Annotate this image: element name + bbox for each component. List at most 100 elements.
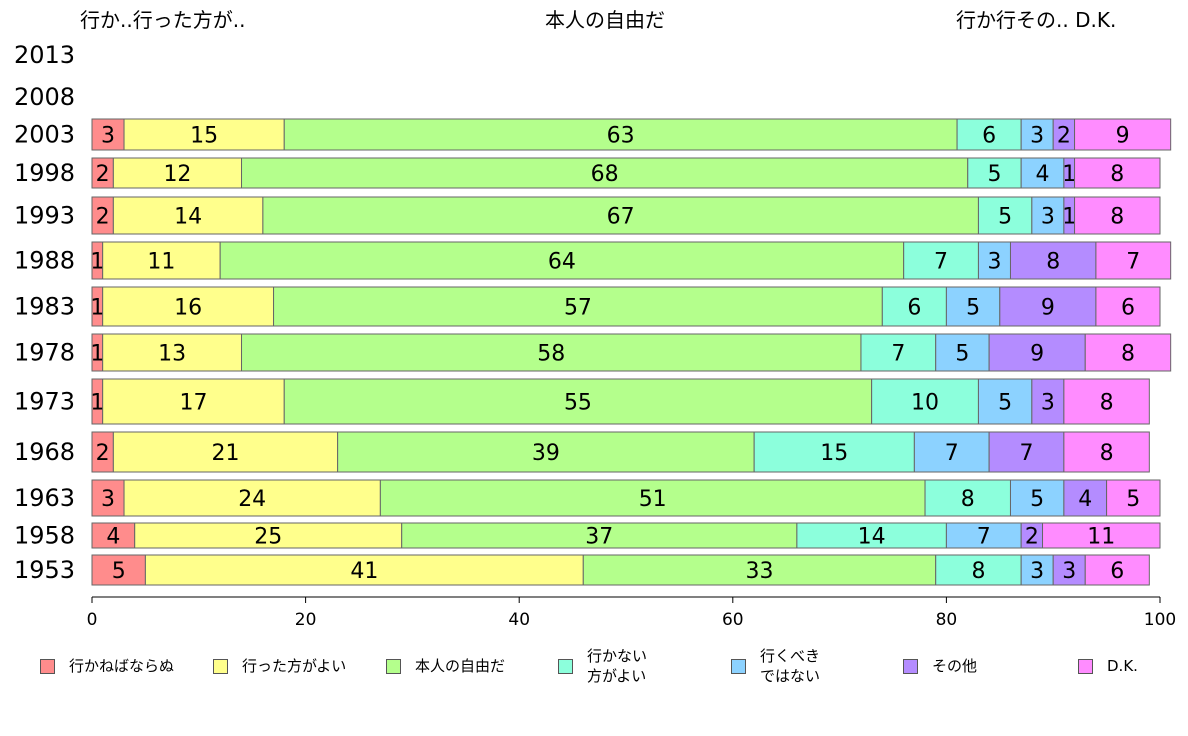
- bar-segment-6: [1031, 378, 1065, 425]
- legend-swatch: [386, 658, 401, 674]
- data-label: 11: [147, 250, 175, 275]
- data-label: 5: [112, 559, 126, 584]
- legend: 行かねばならぬ 行った方がよい 本人の自由だ 行かない 方がよい 行くべき ではない その…: [0, 646, 1188, 696]
- data-label: 7: [945, 441, 959, 466]
- bar-segment-5: [945, 286, 1001, 327]
- data-label: 5: [987, 162, 1001, 187]
- bar-segment-1: [91, 554, 146, 586]
- data-label: 16: [174, 296, 202, 321]
- bar-segment-6: [999, 286, 1097, 327]
- bar-segment-7: [1084, 554, 1150, 586]
- data-label: 3: [1041, 391, 1055, 416]
- year-label: 1973: [14, 388, 75, 416]
- data-label: 2: [1025, 525, 1039, 550]
- bar-segment-3: [582, 554, 937, 586]
- bar-segment-3: [273, 286, 883, 327]
- bar-segment-2: [102, 378, 285, 425]
- data-label: 57: [564, 296, 592, 321]
- data-label: 8: [961, 487, 975, 512]
- bar-segment-5: [913, 431, 990, 473]
- data-label: 55: [564, 391, 592, 416]
- data-label: 10: [911, 391, 939, 416]
- bar-segment-4: [935, 554, 1022, 586]
- data-label: 15: [820, 441, 848, 466]
- legend-label: D.K.: [1107, 657, 1138, 675]
- bar-segment-6: [1009, 241, 1097, 280]
- data-label: 51: [639, 487, 667, 512]
- data-label: 1: [90, 342, 104, 367]
- bar-segment-4: [860, 333, 937, 372]
- bar-segment-3: [401, 522, 798, 549]
- data-label: 3: [101, 124, 115, 149]
- data-label: 5: [966, 296, 980, 321]
- bar-segment-4: [881, 286, 947, 327]
- data-label: 8: [1100, 391, 1114, 416]
- data-label: 2: [1057, 124, 1071, 149]
- data-label: 6: [907, 296, 921, 321]
- data-label: 8: [971, 559, 985, 584]
- bar-segment-2: [112, 157, 243, 189]
- year-label: 1963: [14, 484, 75, 512]
- bar-segment-6: [988, 431, 1065, 473]
- bar-segment-4: [753, 431, 915, 473]
- bar-segment-2: [102, 333, 243, 372]
- data-label: 67: [607, 205, 635, 230]
- data-label: 3: [101, 487, 115, 512]
- data-label: 7: [1020, 441, 1034, 466]
- data-label: 24: [238, 487, 266, 512]
- data-label: 37: [585, 525, 613, 550]
- top-left-label: 行か..行った方が..: [80, 8, 246, 32]
- year-label: 1988: [14, 247, 75, 275]
- legend-swatch: [731, 658, 746, 674]
- data-label: 3: [1041, 205, 1055, 230]
- data-label: 1: [90, 250, 104, 275]
- year-label: 1993: [14, 202, 75, 230]
- bar-segment-3: [283, 378, 873, 425]
- data-label: 7: [891, 342, 905, 367]
- data-label: 2: [96, 441, 110, 466]
- data-label: 8: [1110, 162, 1124, 187]
- data-label: 58: [537, 342, 565, 367]
- legend-label: 本人の自由だ: [415, 657, 506, 675]
- x-tick-label: 20: [295, 610, 317, 630]
- top-right-label: 行か行その.. D.K.: [956, 8, 1117, 32]
- data-label: 13: [158, 342, 186, 367]
- data-label: 9: [1041, 296, 1055, 321]
- legend-swatch: [558, 658, 573, 674]
- bar-segment-6: [1052, 554, 1086, 586]
- data-label: 14: [858, 525, 886, 550]
- data-label: 6: [1121, 296, 1135, 321]
- data-label: 14: [174, 205, 202, 230]
- year-label: 1953: [14, 556, 75, 584]
- bar-segment-5: [1020, 554, 1054, 586]
- data-label: 2: [96, 162, 110, 187]
- legend-swatch: [1078, 658, 1093, 674]
- data-label: 39: [532, 441, 560, 466]
- year-label: 2003: [14, 121, 75, 149]
- bar-segment-7: [1042, 522, 1161, 549]
- data-label: 8: [1046, 250, 1060, 275]
- legend-swatch: [40, 658, 55, 674]
- data-label: 3: [987, 250, 1001, 275]
- data-label: 7: [977, 525, 991, 550]
- bar-segment-7: [1063, 378, 1150, 425]
- legend-label: 行かない 方がよい: [587, 647, 648, 685]
- bar-segment-3: [219, 241, 905, 280]
- data-label: 9: [1116, 124, 1130, 149]
- bar-segment-7: [1106, 479, 1161, 517]
- x-tick-label: 100: [1144, 610, 1176, 630]
- bar-segment-2: [112, 431, 339, 473]
- bar-segment-7: [1095, 286, 1161, 327]
- year-label: 1998: [14, 159, 75, 187]
- bar-segment-5: [977, 378, 1033, 425]
- data-label: 21: [212, 441, 240, 466]
- bar-segment-5: [1020, 118, 1054, 151]
- data-label: 1: [90, 391, 104, 416]
- data-label: 3: [1030, 124, 1044, 149]
- bar-segment-4: [956, 118, 1022, 151]
- data-label: 8: [1100, 441, 1114, 466]
- x-tick-label: 0: [87, 610, 98, 630]
- legend-item-3: 本人の自由だ: [386, 656, 505, 676]
- data-label: 1: [1062, 205, 1076, 230]
- bar-segment-2: [102, 286, 275, 327]
